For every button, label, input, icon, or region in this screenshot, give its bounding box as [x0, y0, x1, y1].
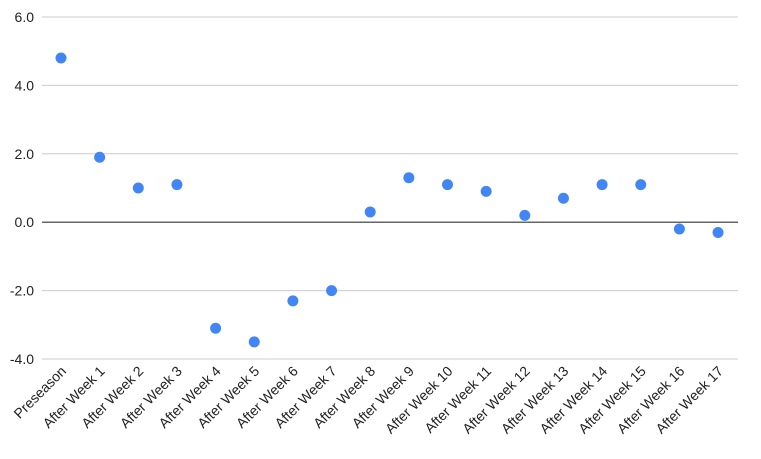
data-point: [364, 206, 376, 218]
y-tick-label: 6.0: [15, 9, 35, 25]
data-point: [248, 336, 260, 348]
x-tick-label: After Week 12: [459, 363, 533, 437]
y-axis-tick-labels: -4.0 -2.0 0.0 2.0 4.0 6.0: [10, 9, 34, 367]
x-tick-label: After Week 17: [652, 363, 726, 437]
data-point: [94, 151, 106, 163]
data-point: [132, 182, 144, 194]
data-point: [326, 285, 338, 297]
x-tick-label: After Week 13: [498, 363, 572, 437]
y-tick-label: -2.0: [10, 283, 34, 299]
x-tick-label: After Week 10: [382, 363, 456, 437]
data-point: [673, 223, 685, 235]
data-points: [55, 52, 724, 348]
data-point: [403, 172, 415, 184]
data-point: [55, 52, 67, 64]
y-tick-label: 2.0: [15, 146, 35, 162]
x-tick-label: After Week 16: [614, 363, 688, 437]
data-point: [557, 192, 569, 204]
gridlines: [42, 16, 738, 360]
y-tick-label: 4.0: [15, 77, 35, 93]
data-point: [480, 185, 492, 197]
data-point: [596, 179, 608, 191]
y-tick-label: -4.0: [10, 351, 34, 367]
data-point: [171, 179, 183, 191]
data-point: [442, 179, 453, 191]
data-point: [210, 322, 222, 334]
y-tick-label: 0.0: [15, 214, 35, 230]
data-point: [712, 226, 724, 238]
x-tick-label: After Week 15: [575, 363, 649, 437]
data-point: [287, 295, 299, 307]
data-point: [519, 209, 531, 221]
data-point: [635, 179, 647, 191]
x-tick-label: After Week 14: [536, 363, 610, 437]
